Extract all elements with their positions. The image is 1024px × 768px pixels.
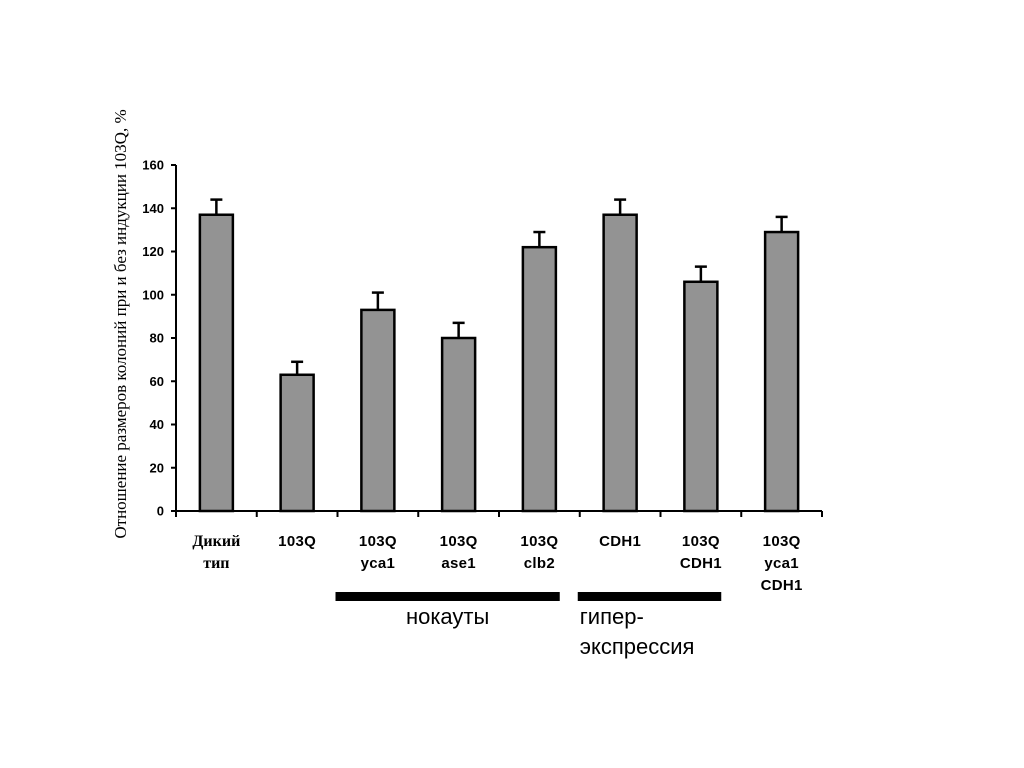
category-label-line: yca1 xyxy=(361,555,396,572)
y-tick-label: 40 xyxy=(150,417,164,432)
category-labels: Дикий тип 103Q 103Q yca1 103Q ase1 103Q clb2 CDH1… xyxy=(192,533,802,594)
category-label-line: тип xyxy=(203,555,229,572)
category-label: Дикий тип xyxy=(192,533,240,572)
category-label: 103Q ase1 xyxy=(440,533,478,572)
category-label-line: CDH1 xyxy=(599,533,641,550)
y-tick-label: 20 xyxy=(150,460,164,475)
y-tick-label: 80 xyxy=(150,331,164,346)
category-label-line: clb2 xyxy=(524,555,555,572)
y-tick-label: 160 xyxy=(142,158,164,173)
y-tick-label: 0 xyxy=(157,504,164,519)
category-label-line: 103Q xyxy=(520,533,558,550)
group-label-line: экспрессия xyxy=(580,634,695,659)
bar xyxy=(602,213,638,513)
category-groups: нокауты гипер-экспрессия xyxy=(335,592,722,659)
category-label-line: CDH1 xyxy=(761,577,803,594)
bar xyxy=(440,336,477,513)
category-label: CDH1 xyxy=(599,533,641,550)
category-label: 103Q CDH1 xyxy=(680,533,722,572)
category-label-line: 103Q xyxy=(440,533,478,550)
category-label-line: yca1 xyxy=(764,555,799,572)
category-label-line: 103Q xyxy=(359,533,397,550)
bars xyxy=(198,198,800,513)
group-label-line: гипер- xyxy=(580,604,644,629)
category-label-line: CDH1 xyxy=(680,555,722,572)
category-label-line: Дикий xyxy=(192,533,240,550)
category-label-line: ase1 xyxy=(441,555,476,572)
y-axis-title: Отношение размеров колоний при и без инд… xyxy=(111,109,130,538)
group-bracket-bar xyxy=(577,592,722,601)
bar xyxy=(279,373,315,513)
bar xyxy=(683,280,719,513)
y-tick-label: 140 xyxy=(142,201,164,216)
bar xyxy=(360,308,396,513)
y-tick-label: 120 xyxy=(142,244,164,259)
category-label-line: 103Q xyxy=(682,533,720,550)
category-label-line: 103Q xyxy=(763,533,801,550)
group-bracket-bar xyxy=(335,592,560,601)
category-label-line: 103Q xyxy=(278,533,316,550)
category-label: 103Q clb2 xyxy=(520,533,558,572)
y-tick-label: 60 xyxy=(150,374,164,389)
group-label: нокауты xyxy=(406,604,489,629)
axes: 0 20 40 60 80 100 120 140 160 xyxy=(142,158,823,519)
category-label: 103Q yca1 CDH1 xyxy=(761,533,803,594)
category-label: 103Q yca1 xyxy=(359,533,397,572)
bar xyxy=(521,245,558,513)
category-label: 103Q xyxy=(278,533,316,550)
group-label-line: нокауты xyxy=(406,604,489,629)
bar xyxy=(198,213,235,513)
bar xyxy=(763,230,800,513)
y-tick-label: 100 xyxy=(142,287,164,302)
group-label: гипер-экспрессия xyxy=(580,604,695,659)
